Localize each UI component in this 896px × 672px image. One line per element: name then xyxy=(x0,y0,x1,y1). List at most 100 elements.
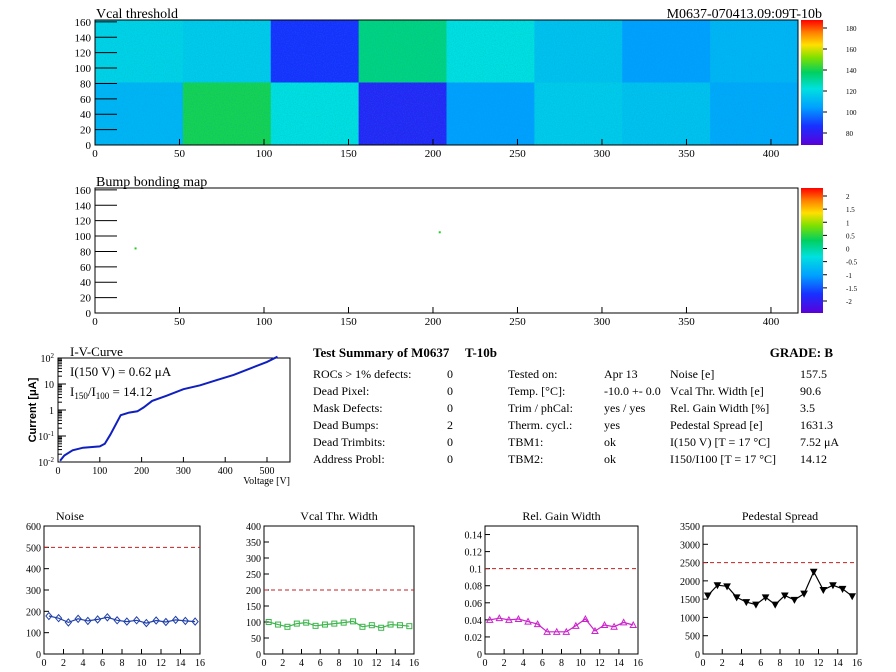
plot-y-tick-label: 400 xyxy=(26,565,41,576)
iv-annotation-ratio: I150/I100 = 14.12 xyxy=(70,384,152,401)
summary-row-value: 0 xyxy=(447,367,453,381)
iv-y-tick-label: 10 xyxy=(44,380,54,391)
per-roc-plot-0: Noise 0 100 200 300 400 500 600 0 2 4 6 8 10 12 14 16 xyxy=(26,509,205,669)
plot-point xyxy=(732,594,741,602)
plot-y-tick-label: 0.06 xyxy=(465,599,483,610)
plot-x-tick-label: 12 xyxy=(372,658,382,669)
x-tick-label: 300 xyxy=(594,316,611,328)
summary-row-value: 7.52 μA xyxy=(800,435,839,449)
plot-series-line xyxy=(707,570,853,606)
plot-point xyxy=(533,620,542,628)
plot-x-tick-label: 16 xyxy=(195,658,205,669)
plot-point xyxy=(275,621,282,628)
plot-x-tick-label: 14 xyxy=(176,658,186,669)
summary-row-label: Noise [e] xyxy=(670,367,714,381)
plot-x-tick-label: 12 xyxy=(156,658,166,669)
plot-point xyxy=(387,621,394,628)
plot-point xyxy=(359,623,366,630)
plot-x-tick-label: 8 xyxy=(559,658,564,669)
scale-tick-label: 1 xyxy=(846,219,850,227)
plot-y-tick-label: 0 xyxy=(477,650,482,661)
x-tick-label: 350 xyxy=(678,316,695,328)
plot-x-tick-label: 6 xyxy=(100,658,105,669)
summary-row-value: 90.6 xyxy=(800,384,821,398)
plot-x-tick-label: 12 xyxy=(595,658,605,669)
plot-point xyxy=(619,618,628,626)
y-tick-label: 0 xyxy=(86,308,92,320)
iv-x-tick-label: 300 xyxy=(176,466,191,477)
iv-x-tick-label: 400 xyxy=(218,466,233,477)
x-tick-label: 250 xyxy=(509,316,526,328)
x-tick-label: 0 xyxy=(92,148,98,160)
y-tick-label: 80 xyxy=(80,246,92,258)
plot-y-tick-label: 0 xyxy=(695,650,700,661)
summary-row-label: Pedestal Spread [e] xyxy=(670,418,763,432)
x-tick-label: 50 xyxy=(174,148,186,160)
summary-row-label: Vcal Thr. Width [e] xyxy=(670,384,764,398)
iv-y-tick-label: 1 xyxy=(49,406,54,417)
iv-annotation-i150: I(150 V) = 0.62 μA xyxy=(70,364,172,379)
plot-point xyxy=(780,592,789,600)
plot-point xyxy=(552,627,561,635)
plot-frame xyxy=(702,525,858,655)
iv-x-tick-label: 0 xyxy=(56,466,61,477)
plot-x-tick-label: 2 xyxy=(720,658,725,669)
summary-row-label: Dead Pixel: xyxy=(313,384,369,398)
plot-point xyxy=(495,614,504,622)
summary-row-label: TBM1: xyxy=(508,435,543,449)
y-tick-label: 120 xyxy=(75,216,92,228)
plot-x-tick-label: 8 xyxy=(120,658,125,669)
plot-point xyxy=(406,623,413,630)
plot-y-tick-label: 200 xyxy=(246,586,261,597)
plot-x-tick-label: 0 xyxy=(701,658,706,669)
summary-row-label: Tested on: xyxy=(508,367,557,381)
plot-point xyxy=(761,594,770,602)
plot-y-tick-label: 300 xyxy=(246,554,261,565)
plot-point xyxy=(581,614,590,623)
plot-point xyxy=(54,613,63,623)
summary-row-label: Address Probl: xyxy=(313,452,385,466)
y-tick-label: 100 xyxy=(75,231,92,243)
plot-y-tick-label: 200 xyxy=(26,607,41,618)
scale-tick-label: 160 xyxy=(846,46,857,54)
summary-row-label: ROCs > 1% defects: xyxy=(313,367,411,381)
bump-bonding-map: Bump bonding map 0 50 100 150 200 250 300 350 40… xyxy=(75,175,858,328)
plot-point xyxy=(848,593,857,601)
summary-tag: T-10b xyxy=(465,345,497,360)
plot-x-tick-label: 0 xyxy=(262,658,267,669)
summary-row-value: yes xyxy=(604,418,620,432)
iv-y-tick-base: 10 xyxy=(44,380,54,391)
plot-y-tick-label: 100 xyxy=(246,618,261,629)
summary-row-label: Temp. [°C]: xyxy=(508,384,565,398)
per-roc-plot-1: Vcal Thr. Width 0 50 100 150 200 250 300 350 400 0… xyxy=(246,509,419,669)
summary-row-value: -10.0 +- 0.0 xyxy=(604,384,661,398)
y-tick-label: 20 xyxy=(80,293,92,305)
plot-y-tick-label: 0 xyxy=(256,650,261,661)
plot-point xyxy=(368,622,375,629)
summary-row-label: Dead Trimbits: xyxy=(313,435,385,449)
iv-y-tick-exp: 2 xyxy=(51,352,55,360)
plot-point xyxy=(331,620,338,627)
plot-x-tick-label: 0 xyxy=(483,658,488,669)
plot-y-tick-label: 3000 xyxy=(680,540,700,551)
plot-y-tick-label: 2000 xyxy=(680,577,700,588)
x-tick-label: 400 xyxy=(763,316,780,328)
plot-point xyxy=(562,627,571,635)
summary-row-value: Apr 13 xyxy=(604,367,638,381)
plot-x-tick-label: 12 xyxy=(814,658,824,669)
y-tick-label: 120 xyxy=(75,48,92,60)
summary-row-value: 0 xyxy=(447,401,453,415)
plot-y-tick-label: 600 xyxy=(26,522,41,533)
plot-point xyxy=(713,582,722,590)
x-tick-label: 350 xyxy=(678,148,695,160)
plot-point xyxy=(829,582,837,590)
plot-point xyxy=(191,617,199,626)
module-id: M0637-070413.09:09T-10b xyxy=(667,7,822,22)
plot-y-tick-label: 1500 xyxy=(680,595,700,606)
plot-point xyxy=(838,585,847,593)
plot-point xyxy=(378,624,385,631)
iv-y-tick-exp: -2 xyxy=(48,456,54,464)
summary-row-label: Trim / phCal: xyxy=(508,401,573,415)
